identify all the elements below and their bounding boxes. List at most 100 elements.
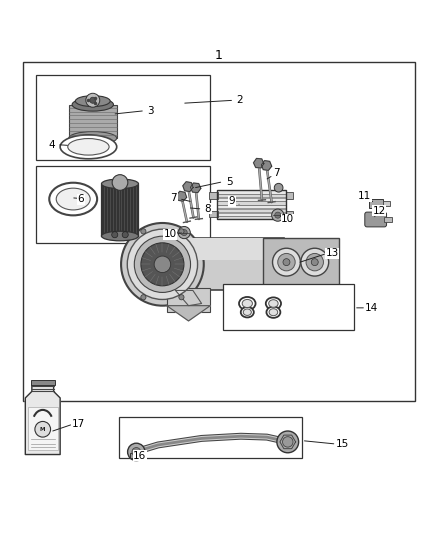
Circle shape [86,93,100,107]
Bar [119,417,302,458]
Circle shape [181,230,187,236]
Circle shape [112,175,128,190]
Bar [209,211,218,217]
Circle shape [121,223,204,305]
Circle shape [112,232,118,238]
Ellipse shape [242,300,252,308]
Text: 14: 14 [365,303,378,313]
Circle shape [134,236,191,293]
Circle shape [274,183,283,192]
Bar [286,211,293,217]
Text: 2: 2 [237,95,243,105]
Bar [217,209,286,212]
Ellipse shape [243,309,251,316]
Bar [162,238,284,260]
Polygon shape [176,290,201,305]
Polygon shape [191,183,201,192]
Circle shape [35,422,50,437]
Text: M: M [40,427,46,432]
Text: 9: 9 [229,196,235,206]
Ellipse shape [75,96,110,107]
Circle shape [132,448,141,456]
Bar [167,288,210,312]
Text: 4: 4 [48,140,55,150]
Text: 3: 3 [147,106,154,116]
Text: 12: 12 [373,206,386,216]
Circle shape [90,97,96,103]
Bar [217,190,286,193]
Bar [217,213,286,216]
Bar [31,379,55,385]
Bar [28,407,58,450]
Bar [385,217,392,222]
Circle shape [127,229,198,300]
Bar [36,75,210,160]
Bar [223,284,354,329]
Polygon shape [183,182,193,191]
Circle shape [179,295,184,300]
Polygon shape [261,160,272,171]
Circle shape [283,437,293,447]
Bar [369,199,383,208]
Polygon shape [167,305,210,321]
Circle shape [154,256,171,272]
Bar [217,201,286,205]
Ellipse shape [49,183,97,215]
Text: 11: 11 [358,191,371,201]
Text: 7: 7 [274,168,280,179]
Bar [217,194,286,197]
Circle shape [311,259,318,265]
Circle shape [141,295,146,300]
Ellipse shape [56,188,90,210]
Text: 16: 16 [133,451,146,461]
Circle shape [179,229,184,234]
Text: 15: 15 [336,439,349,449]
Ellipse shape [68,139,109,155]
Text: 17: 17 [72,419,85,429]
Bar [23,62,415,401]
Circle shape [122,232,128,238]
Text: 10: 10 [164,229,177,239]
Circle shape [178,227,190,239]
Text: 10: 10 [281,214,294,224]
Bar [262,238,339,286]
Text: 8: 8 [205,204,211,214]
Circle shape [306,254,323,271]
Bar [130,453,142,458]
Bar [102,184,138,236]
Ellipse shape [239,297,255,310]
Bar [217,190,286,220]
Text: 6: 6 [78,194,85,204]
Bar [209,192,218,199]
Bar [36,166,210,243]
FancyBboxPatch shape [365,212,387,227]
Ellipse shape [268,300,278,307]
Ellipse shape [69,132,117,144]
Circle shape [127,443,145,461]
Circle shape [275,212,281,218]
Ellipse shape [266,297,281,310]
Text: 7: 7 [170,193,177,203]
Circle shape [278,254,295,271]
Bar [217,205,286,208]
Bar [217,198,286,201]
Circle shape [141,229,146,234]
Ellipse shape [72,98,113,111]
Ellipse shape [269,309,278,316]
Ellipse shape [60,135,117,159]
Ellipse shape [241,307,254,318]
Ellipse shape [102,231,138,241]
Circle shape [283,259,290,265]
Bar [217,216,286,220]
Text: 5: 5 [226,176,232,187]
Text: 13: 13 [325,248,339,259]
Polygon shape [177,191,187,201]
Circle shape [272,248,300,276]
Ellipse shape [102,179,138,189]
Polygon shape [254,158,264,168]
Ellipse shape [266,306,280,318]
Circle shape [272,209,284,221]
Circle shape [277,431,299,453]
Text: 1: 1 [215,49,223,62]
Bar [162,238,284,290]
